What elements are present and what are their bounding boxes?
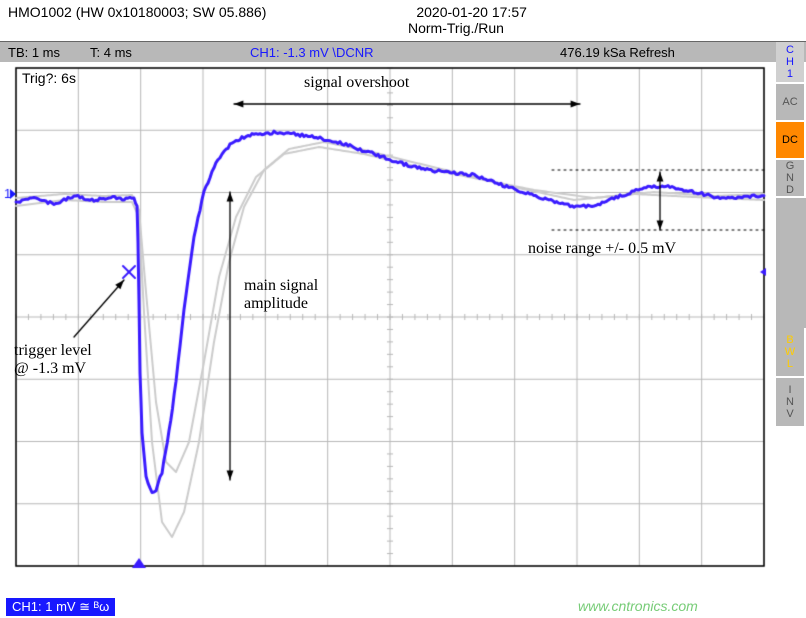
header: HMO1002 (HW 0x10180003; SW 05.886) 2020-… bbox=[0, 0, 806, 42]
timebase: TB: 1 ms bbox=[8, 45, 60, 60]
trig-status: Trig?: 6s bbox=[22, 70, 76, 86]
bwl-button[interactable]: B W L bbox=[776, 328, 804, 376]
ch1-info: CH1: -1.3 mV \DCNR bbox=[250, 45, 374, 60]
watermark: www.cntronics.com bbox=[578, 598, 698, 614]
device-id: HMO1002 (HW 0x10180003; SW 05.886) bbox=[8, 4, 266, 20]
time-offset: T: 4 ms bbox=[90, 45, 132, 60]
annot-trigger-level: trigger level @ -1.3 mV bbox=[14, 342, 92, 378]
annot-noise-range: noise range +/- 0.5 mV bbox=[528, 240, 676, 258]
timestamp: 2020-01-20 17:57 bbox=[416, 4, 527, 20]
channel-side-panel: C H 1 AC DC G N D B W L I N V bbox=[776, 42, 806, 428]
sample-rate: 476.19 kSa Refresh bbox=[560, 45, 675, 60]
ch1-tab[interactable]: C H 1 bbox=[776, 42, 804, 82]
trigger-mode: Norm-Trig./Run bbox=[408, 20, 504, 36]
side-gap bbox=[776, 198, 806, 328]
coupling-ac-button[interactable]: AC bbox=[776, 84, 804, 120]
coupling-dc-button[interactable]: DC bbox=[776, 122, 804, 158]
annot-overshoot: signal overshoot bbox=[304, 74, 409, 92]
invert-button[interactable]: I N V bbox=[776, 378, 804, 426]
info-bar: TB: 1 ms T: 4 ms CH1: -1.3 mV \DCNR 476.… bbox=[0, 42, 806, 62]
scope-canvas bbox=[4, 62, 772, 572]
ch1-scale-footer[interactable]: CH1: 1 mV ≅ ᴮω bbox=[6, 598, 115, 616]
annot-main-amplitude: main signal amplitude bbox=[244, 277, 318, 313]
scope-display: Trig?: 6s signal overshoot main signal a… bbox=[4, 62, 772, 572]
coupling-gnd-button[interactable]: G N D bbox=[776, 160, 804, 196]
